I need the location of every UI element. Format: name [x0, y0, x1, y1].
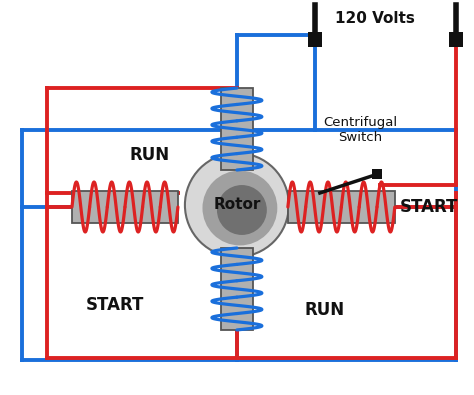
Text: RUN: RUN: [130, 146, 170, 164]
Bar: [180, 148, 294, 262]
Bar: [449, 32, 463, 47]
Bar: [72, 191, 178, 223]
Bar: [221, 88, 253, 170]
Bar: [288, 191, 395, 223]
Circle shape: [217, 185, 267, 235]
Text: START: START: [86, 296, 144, 314]
Text: RUN: RUN: [305, 301, 345, 319]
Bar: [221, 248, 253, 330]
Text: START: START: [400, 198, 458, 216]
Bar: [372, 169, 382, 179]
Bar: [308, 32, 322, 47]
Circle shape: [185, 153, 289, 257]
Text: 120 Volts: 120 Volts: [335, 11, 415, 26]
Circle shape: [202, 171, 277, 245]
Text: Centrifugal
Switch: Centrifugal Switch: [323, 116, 397, 144]
Text: Rotor: Rotor: [213, 198, 261, 213]
